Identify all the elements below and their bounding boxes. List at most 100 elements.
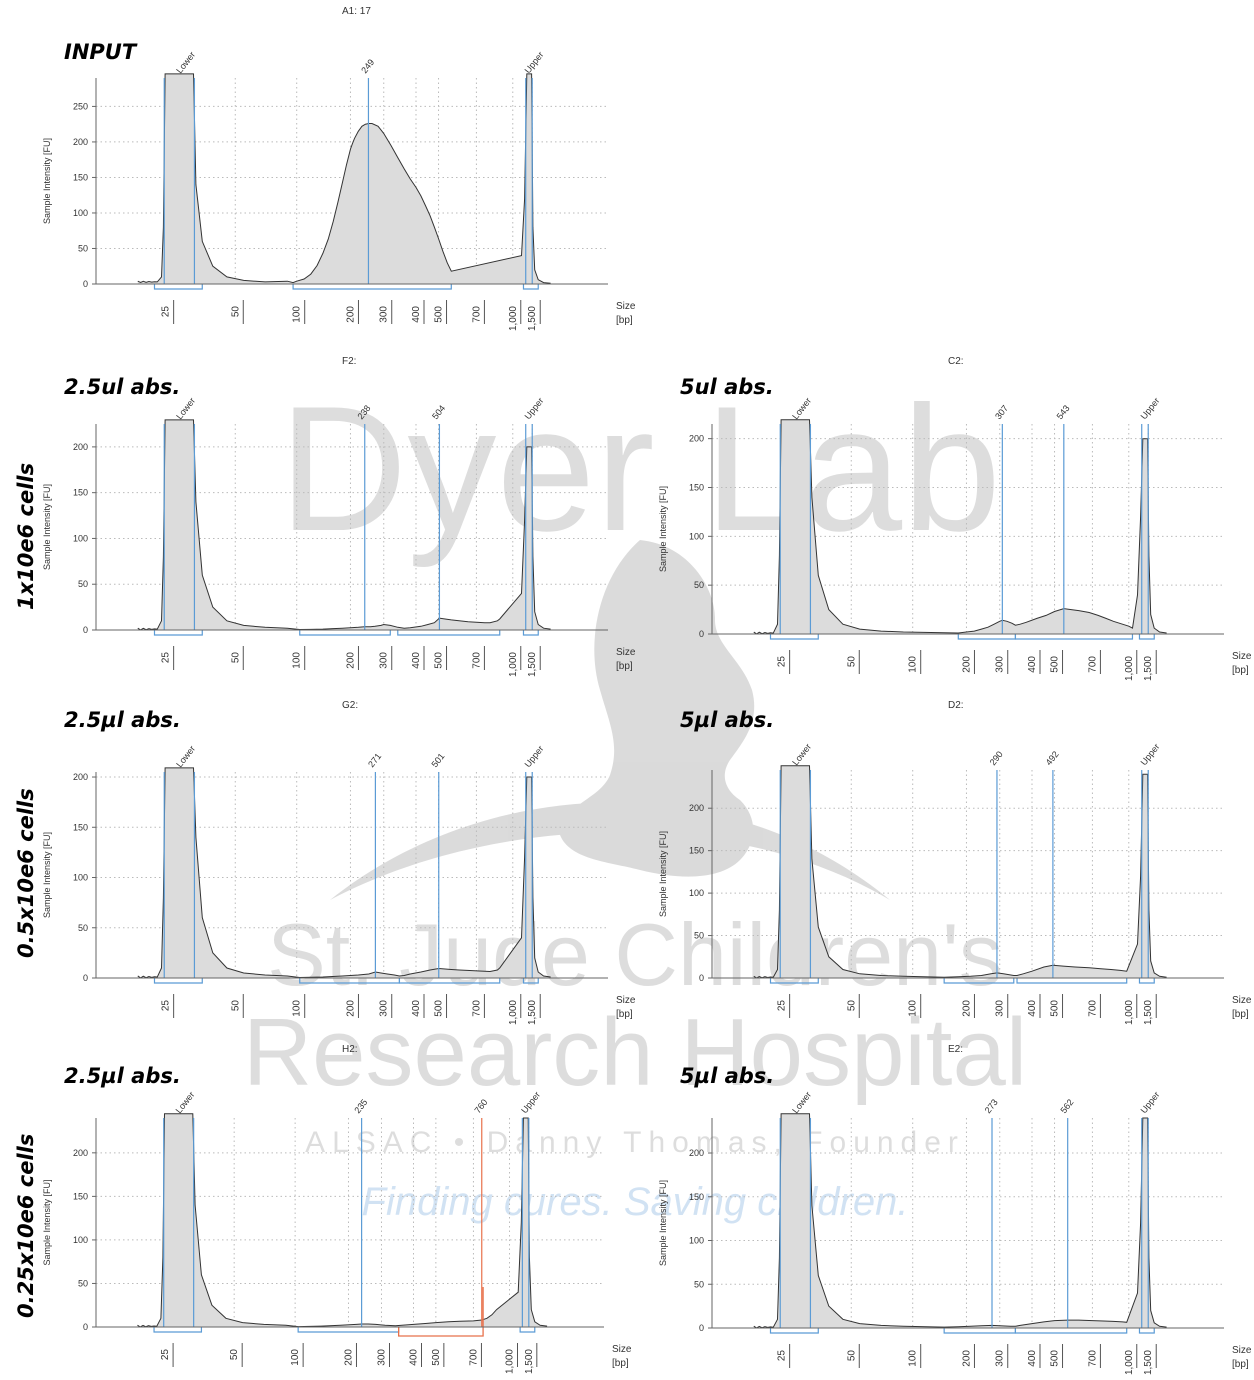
x-axis-label: Size bbox=[616, 995, 636, 1006]
upper-marker-label: Upper bbox=[1139, 1090, 1162, 1115]
marker-region-bracket bbox=[522, 978, 539, 984]
x-tick-label: 25 bbox=[160, 1349, 171, 1361]
x-tick-label: 25 bbox=[161, 652, 172, 664]
x-tick-label: 300 bbox=[995, 1350, 1006, 1367]
x-axis-unit: [bp] bbox=[612, 1358, 629, 1369]
x-tick-label: 200 bbox=[961, 656, 972, 673]
x-tick-label: 400 bbox=[411, 1000, 422, 1017]
panel-title: 2.5µl abs. bbox=[64, 708, 181, 732]
y-tick-label: 100 bbox=[73, 1235, 88, 1245]
y-tick-label: 200 bbox=[73, 442, 88, 452]
marker-region-bracket bbox=[153, 978, 203, 984]
trace-fill bbox=[753, 1113, 1167, 1328]
x-axis-label: Size bbox=[1232, 1345, 1252, 1356]
y-tick-label: 100 bbox=[689, 1236, 704, 1246]
x-axis-label: Size bbox=[1232, 995, 1252, 1006]
x-tick-label: 500 bbox=[434, 652, 445, 669]
x-tick-label: 1,500 bbox=[527, 652, 538, 677]
x-tick-label: 300 bbox=[995, 656, 1006, 673]
x-tick-label: 400 bbox=[409, 1349, 420, 1366]
x-tick-label: 700 bbox=[471, 1000, 482, 1017]
y-tick-label: 150 bbox=[73, 822, 88, 832]
x-tick-label: 300 bbox=[379, 306, 390, 323]
marker-region-bracket bbox=[519, 1327, 536, 1333]
well-label: F2: bbox=[342, 356, 357, 367]
marker-region-bracket bbox=[1138, 1328, 1155, 1334]
trace-fill bbox=[137, 767, 551, 978]
y-axis-label: Sample Intensity [FU] bbox=[658, 831, 668, 917]
peak-marker-label: 562 bbox=[1058, 1097, 1075, 1115]
x-tick-label: 100 bbox=[292, 652, 303, 669]
x-tick-label: 300 bbox=[995, 1000, 1006, 1017]
y-tick-label: 250 bbox=[73, 101, 88, 111]
x-axis-unit: [bp] bbox=[616, 1009, 633, 1020]
x-axis-label: Size bbox=[616, 301, 636, 312]
x-tick-label: 25 bbox=[161, 1000, 172, 1012]
x-tick-label: 1,000 bbox=[1124, 656, 1135, 681]
x-tick-label: 500 bbox=[434, 1000, 445, 1017]
x-tick-label: 1,500 bbox=[527, 306, 538, 331]
x-tick-label: 200 bbox=[345, 652, 356, 669]
x-tick-label: 100 bbox=[292, 1000, 303, 1017]
x-axis-unit: [bp] bbox=[1232, 665, 1249, 676]
x-tick-label: 500 bbox=[1050, 1000, 1061, 1017]
x-tick-label: 25 bbox=[777, 1000, 788, 1012]
x-axis-unit: [bp] bbox=[1232, 1359, 1249, 1370]
x-tick-label: 400 bbox=[1027, 1000, 1038, 1017]
marker-region-bracket bbox=[769, 978, 819, 984]
y-axis-label: Sample Intensity [FU] bbox=[42, 832, 52, 918]
x-axis-unit: [bp] bbox=[616, 315, 633, 326]
y-tick-label: 200 bbox=[73, 137, 88, 147]
x-tick-label: 500 bbox=[434, 306, 445, 323]
y-tick-label: 150 bbox=[73, 172, 88, 182]
y-axis-label: Sample Intensity [FU] bbox=[42, 484, 52, 570]
x-tick-label: 1,000 bbox=[508, 652, 519, 677]
region-bracket bbox=[1014, 634, 1134, 640]
x-tick-label: 1,000 bbox=[1124, 1350, 1135, 1375]
x-tick-label: 300 bbox=[376, 1349, 387, 1366]
trace-fill bbox=[753, 765, 1167, 978]
x-tick-label: 50 bbox=[846, 1000, 857, 1012]
panel-title: 5µl abs. bbox=[680, 1064, 775, 1088]
y-tick-label: 200 bbox=[689, 803, 704, 813]
trace-fill bbox=[137, 1113, 548, 1327]
y-axis-label: Sample Intensity [FU] bbox=[42, 1179, 52, 1265]
x-tick-label: 500 bbox=[1050, 1350, 1061, 1367]
x-axis-label: Size bbox=[1232, 651, 1252, 662]
x-tick-label: 25 bbox=[777, 1350, 788, 1362]
x-tick-label: 400 bbox=[1027, 1350, 1038, 1367]
y-axis-label: Sample Intensity [FU] bbox=[42, 138, 52, 224]
y-tick-label: 100 bbox=[73, 208, 88, 218]
region-bracket bbox=[943, 978, 1015, 984]
y-tick-label: 50 bbox=[78, 923, 88, 933]
marker-region-bracket bbox=[1138, 634, 1155, 640]
x-tick-label: 1,500 bbox=[527, 1000, 538, 1025]
x-tick-label: 700 bbox=[468, 1349, 479, 1366]
x-tick-label: 100 bbox=[908, 1000, 919, 1017]
marker-region-bracket bbox=[153, 284, 203, 290]
region-bracket bbox=[397, 630, 501, 636]
y-tick-label: 0 bbox=[83, 625, 88, 635]
panel-title: INPUT bbox=[64, 40, 137, 64]
x-tick-label: 700 bbox=[471, 306, 482, 323]
x-tick-label: 200 bbox=[345, 306, 356, 323]
y-axis-label: Sample Intensity [FU] bbox=[658, 486, 668, 572]
panel-title: 2.5ul abs. bbox=[64, 375, 181, 399]
region-bracket bbox=[292, 284, 452, 290]
x-tick-label: 25 bbox=[161, 306, 172, 318]
x-tick-label: 50 bbox=[230, 652, 241, 664]
region-bracket bbox=[1016, 978, 1128, 984]
y-tick-label: 150 bbox=[73, 488, 88, 498]
y-tick-label: 50 bbox=[78, 579, 88, 589]
y-tick-label: 100 bbox=[689, 888, 704, 898]
y-tick-label: 50 bbox=[78, 243, 88, 253]
y-tick-label: 50 bbox=[694, 1279, 704, 1289]
x-tick-label: 700 bbox=[1087, 656, 1098, 673]
region-bracket bbox=[943, 1328, 1017, 1334]
y-tick-label: 200 bbox=[73, 1148, 88, 1158]
